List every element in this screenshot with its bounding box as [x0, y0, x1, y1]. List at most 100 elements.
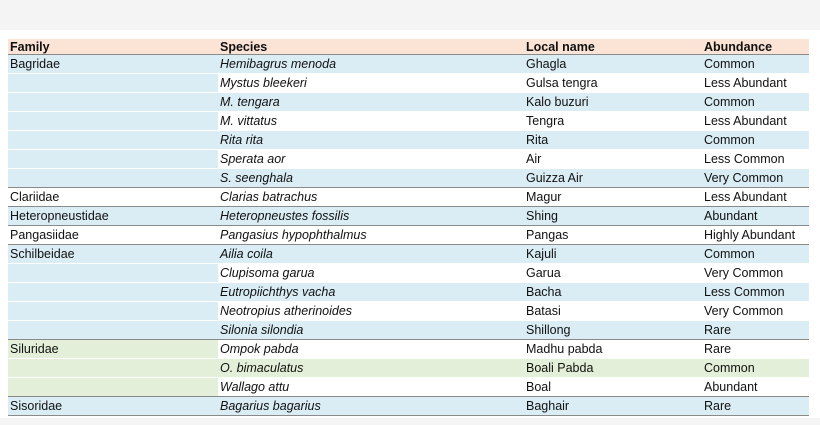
table-row: Eutropiichthys vacha Bacha Less Common [8, 282, 809, 302]
header-row: Family Species Local name Abundance [8, 39, 809, 55]
bottom-margin [0, 418, 820, 425]
family-cell [8, 130, 218, 150]
species-cell: M. vittatus [218, 111, 524, 131]
family-cell [8, 282, 218, 302]
species-table: Family Species Local name Abundance Bagr… [8, 39, 809, 416]
table-row: Heteropneustidae Heteropneustes fossilis… [8, 206, 809, 226]
local-name-cell: Garua [524, 263, 702, 283]
local-name-cell: Tengra [524, 111, 702, 131]
local-name-cell: Boali Pabda [524, 358, 702, 378]
table-row: Schilbeidae Ailia coila Kajuli Common [8, 244, 809, 264]
family-cell [8, 92, 218, 112]
abundance-cell: Common [702, 54, 809, 74]
abundance-cell: Common [702, 92, 809, 112]
species-cell: Mystus bleekeri [218, 73, 524, 93]
species-cell: Neotropius atherinoides [218, 301, 524, 321]
table-row: Pangasiidae Pangasius hypophthalmus Pang… [8, 225, 809, 245]
family-cell [8, 263, 218, 283]
family-cell [8, 111, 218, 131]
species-cell: O. bimaculatus [218, 358, 524, 378]
family-cell: Heteropneustidae [8, 206, 218, 226]
table-row: O. bimaculatus Boali Pabda Common [8, 358, 809, 378]
family-cell [8, 73, 218, 93]
header-abundance: Abundance [702, 39, 809, 55]
local-name-cell: Magur [524, 187, 702, 207]
table-row: Clupisoma garua Garua Very Common [8, 263, 809, 283]
top-margin [0, 0, 820, 30]
header-local-name: Local name [524, 39, 702, 55]
abundance-cell: Very Common [702, 168, 809, 188]
table-row: Bagridae Hemibagrus menoda Ghagla Common [8, 54, 809, 74]
family-cell: Clariidae [8, 187, 218, 207]
local-name-cell: Air [524, 149, 702, 169]
family-cell [8, 320, 218, 340]
abundance-cell: Common [702, 244, 809, 264]
abundance-cell: Rare [702, 396, 809, 416]
abundance-cell: Less Abundant [702, 187, 809, 207]
species-cell: Pangasius hypophthalmus [218, 225, 524, 245]
local-name-cell: Baghair [524, 396, 702, 416]
species-cell: Eutropiichthys vacha [218, 282, 524, 302]
table-row: Sperata aor Air Less Common [8, 149, 809, 169]
local-name-cell: Kajuli [524, 244, 702, 264]
species-cell: Silonia silondia [218, 320, 524, 340]
abundance-cell: Very Common [702, 301, 809, 321]
table-row: Neotropius atherinoides Batasi Very Comm… [8, 301, 809, 321]
local-name-cell: Gulsa tengra [524, 73, 702, 93]
local-name-cell: Rita [524, 130, 702, 150]
species-cell: Hemibagrus menoda [218, 54, 524, 74]
family-cell [8, 168, 218, 188]
family-cell [8, 301, 218, 321]
family-cell: Pangasiidae [8, 225, 218, 245]
species-cell: Clarias batrachus [218, 187, 524, 207]
local-name-cell: Boal [524, 377, 702, 397]
abundance-cell: Rare [702, 320, 809, 340]
local-name-cell: Kalo buzuri [524, 92, 702, 112]
local-name-cell: Shing [524, 206, 702, 226]
table-row: S. seenghala Guizza Air Very Common [8, 168, 809, 188]
local-name-cell: Pangas [524, 225, 702, 245]
species-cell: Ompok pabda [218, 339, 524, 359]
species-cell: Sperata aor [218, 149, 524, 169]
local-name-cell: Madhu pabda [524, 339, 702, 359]
species-cell: Wallago attu [218, 377, 524, 397]
species-cell: M. tengara [218, 92, 524, 112]
abundance-cell: Common [702, 130, 809, 150]
species-cell: S. seenghala [218, 168, 524, 188]
abundance-cell: Highly Abundant [702, 225, 809, 245]
species-cell: Clupisoma garua [218, 263, 524, 283]
abundance-cell: Less Common [702, 282, 809, 302]
local-name-cell: Shillong [524, 320, 702, 340]
species-cell: Bagarius bagarius [218, 396, 524, 416]
species-cell: Ailia coila [218, 244, 524, 264]
abundance-cell: Less Common [702, 149, 809, 169]
table-row: M. tengara Kalo buzuri Common [8, 92, 809, 112]
abundance-cell: Abundant [702, 206, 809, 226]
abundance-cell: Very Common [702, 263, 809, 283]
table-row: Sisoridae Bagarius bagarius Baghair Rare [8, 396, 809, 416]
abundance-cell: Less Abundant [702, 111, 809, 131]
table-row: Wallago attu Boal Abundant [8, 377, 809, 397]
table-row: Siluridae Ompok pabda Madhu pabda Rare [8, 339, 809, 359]
abundance-cell: Rare [702, 339, 809, 359]
family-cell: Bagridae [8, 54, 218, 74]
table-row: Mystus bleekeri Gulsa tengra Less Abunda… [8, 73, 809, 93]
family-cell [8, 358, 218, 378]
local-name-cell: Guizza Air [524, 168, 702, 188]
local-name-cell: Ghagla [524, 54, 702, 74]
family-cell [8, 377, 218, 397]
table-row: Clariidae Clarias batrachus Magur Less A… [8, 187, 809, 207]
family-cell: Sisoridae [8, 396, 218, 416]
species-cell: Rita rita [218, 130, 524, 150]
family-cell: Schilbeidae [8, 244, 218, 264]
table-row: Rita rita Rita Common [8, 130, 809, 150]
local-name-cell: Batasi [524, 301, 702, 321]
header-species: Species [218, 39, 524, 55]
family-cell: Siluridae [8, 339, 218, 359]
abundance-cell: Common [702, 358, 809, 378]
table-row: Silonia silondia Shillong Rare [8, 320, 809, 340]
local-name-cell: Bacha [524, 282, 702, 302]
species-cell: Heteropneustes fossilis [218, 206, 524, 226]
family-cell [8, 149, 218, 169]
abundance-cell: Abundant [702, 377, 809, 397]
